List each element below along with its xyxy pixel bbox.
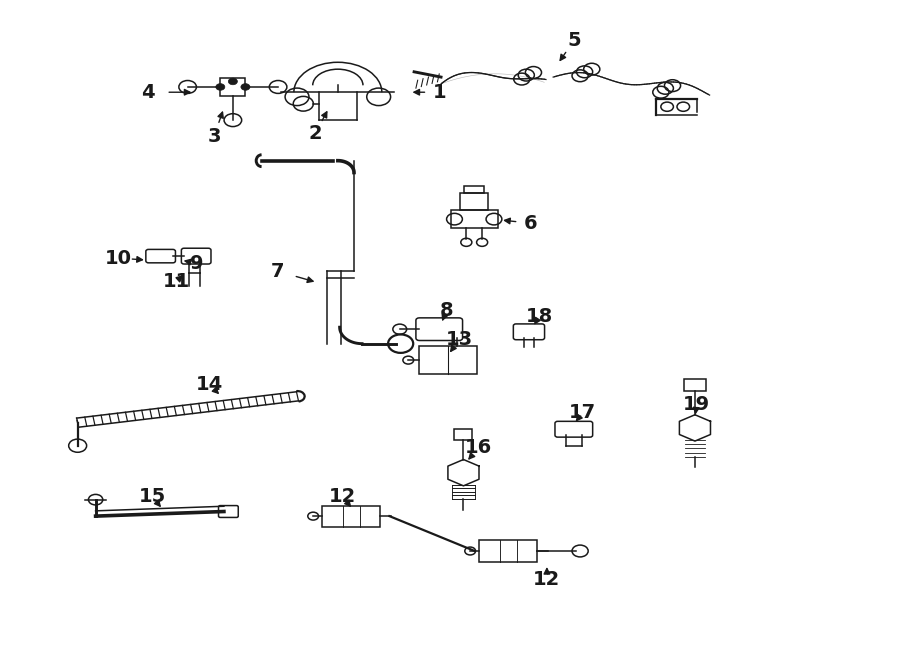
Bar: [451, 210, 498, 228]
Text: 5: 5: [567, 31, 580, 50]
Bar: [684, 379, 706, 391]
Circle shape: [229, 78, 238, 85]
Bar: [464, 186, 484, 193]
Circle shape: [241, 84, 250, 91]
Text: 18: 18: [526, 307, 554, 325]
Bar: [322, 506, 381, 527]
Text: 16: 16: [465, 438, 492, 457]
Bar: [419, 346, 477, 374]
Text: 11: 11: [163, 272, 190, 291]
Text: 17: 17: [569, 403, 597, 422]
Text: 12: 12: [328, 487, 356, 506]
Text: 4: 4: [140, 83, 155, 102]
Text: 13: 13: [446, 330, 472, 349]
Text: 9: 9: [190, 254, 203, 273]
Text: 19: 19: [683, 395, 710, 414]
Text: 10: 10: [104, 249, 131, 268]
Bar: [479, 541, 537, 562]
Bar: [454, 429, 472, 440]
Text: 3: 3: [207, 127, 220, 146]
Text: 12: 12: [534, 570, 561, 589]
Text: 1: 1: [432, 83, 446, 102]
Text: 2: 2: [309, 124, 322, 143]
Text: 7: 7: [271, 262, 284, 281]
Text: 8: 8: [439, 301, 454, 320]
Text: 15: 15: [139, 487, 166, 506]
Circle shape: [216, 84, 225, 91]
Text: 14: 14: [196, 375, 223, 394]
Bar: [220, 78, 246, 96]
Text: 6: 6: [524, 214, 537, 233]
Bar: [461, 193, 488, 210]
